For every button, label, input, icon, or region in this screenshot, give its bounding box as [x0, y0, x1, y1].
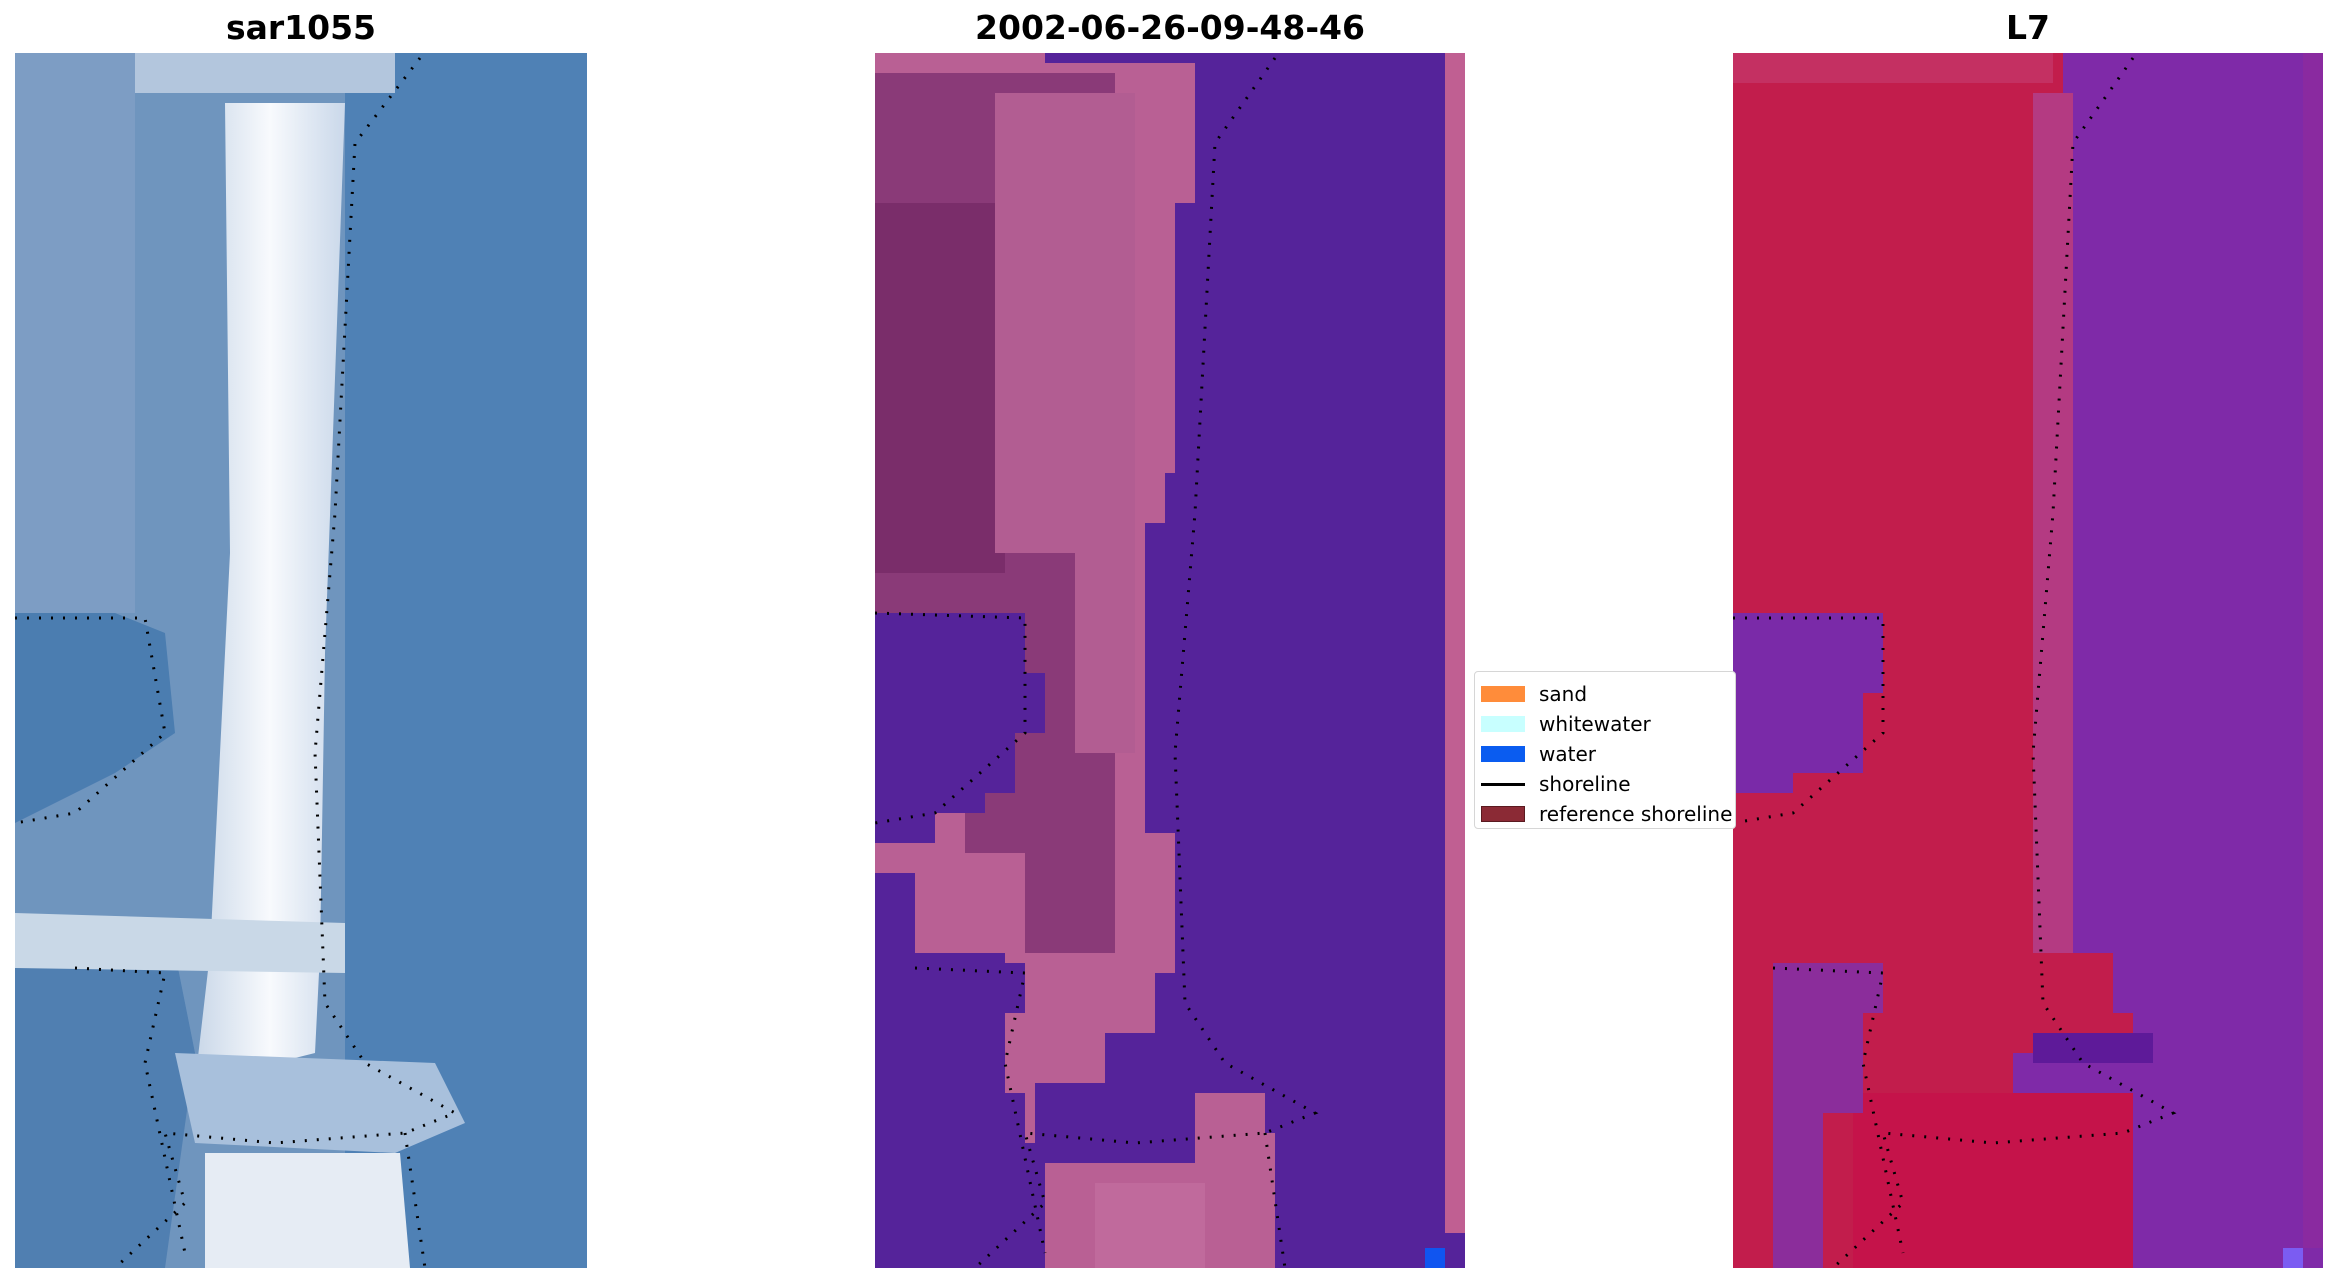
legend-swatch-whitewater: [1481, 716, 1525, 732]
legend-label: water: [1539, 742, 1596, 766]
rgb-image-canvas: [15, 53, 587, 1268]
legend-item-whitewater: whitewater: [1481, 711, 1651, 737]
index-image: [1733, 53, 2323, 1268]
index-image-canvas: [1733, 53, 2323, 1268]
legend-item-shoreline: shoreline: [1481, 771, 1631, 797]
legend-label: whitewater: [1539, 712, 1651, 736]
legend-swatch-reference-shoreline: [1481, 806, 1525, 822]
legend-label: reference shoreline: [1539, 802, 1733, 826]
legend-swatch-sand: [1481, 686, 1525, 702]
legend-item-sand: sand: [1481, 681, 1587, 707]
legend-item-reference-shoreline: reference shoreline: [1481, 801, 1732, 827]
panel-title-rgb: sar1055: [225, 8, 377, 47]
panel-title-classified: 2002-06-26-09-48-46: [975, 8, 1365, 47]
classified-image: [875, 53, 1465, 1268]
legend-item-water: water: [1481, 741, 1596, 767]
legend: sand whitewater water shoreline referenc…: [1474, 671, 1736, 829]
legend-line-shoreline: [1481, 782, 1525, 786]
classified-image-canvas: [875, 53, 1465, 1268]
legend-label: shoreline: [1539, 772, 1631, 796]
legend-swatch-water: [1481, 746, 1525, 762]
panel-title-index: L7: [2006, 8, 2050, 47]
legend-label: sand: [1539, 682, 1588, 706]
satellite-rgb-image: [15, 53, 587, 1268]
